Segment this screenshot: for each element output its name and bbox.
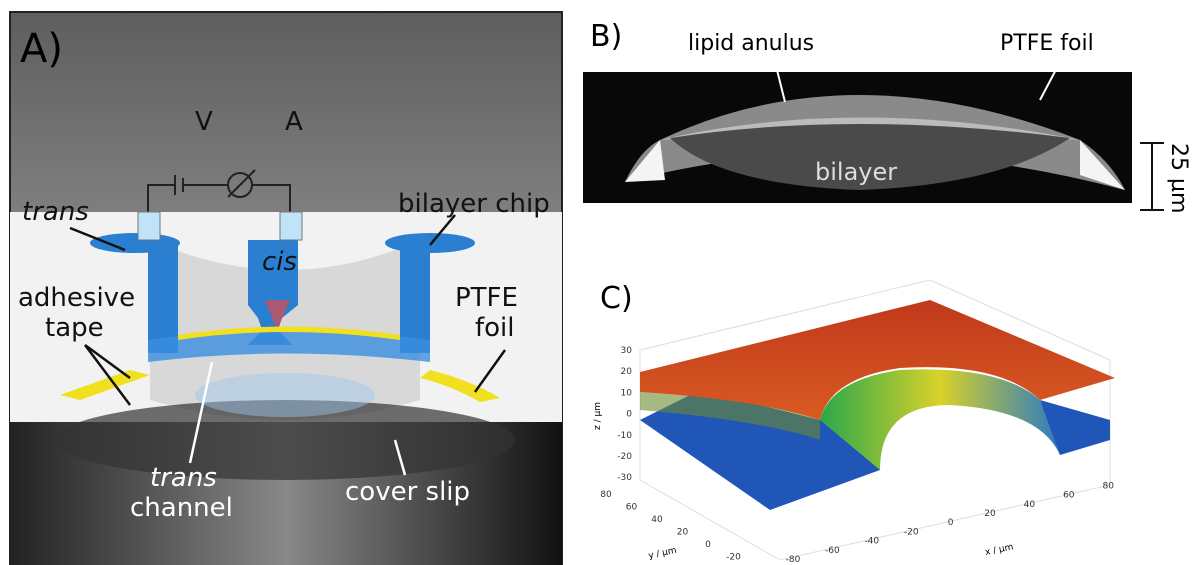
x-axis-label: x / µm	[984, 542, 1014, 558]
z-tick-label: -20	[617, 452, 632, 462]
panel-label: B)	[590, 19, 622, 54]
lower-plane	[1040, 400, 1110, 455]
x-tick-label: -20	[904, 527, 919, 537]
x-tick-label: 20	[984, 509, 996, 519]
current-label: A	[285, 107, 303, 137]
x-tick-label: -40	[864, 537, 879, 547]
voltage-label: V	[195, 107, 213, 137]
z-axis-label: z / µm	[593, 402, 603, 430]
adhesive-tape-label: tape	[45, 313, 104, 343]
ptfe-foil-label: PTFE foil	[1000, 31, 1094, 56]
bilayer-label: bilayer	[815, 158, 897, 186]
z-tick-label: -10	[617, 431, 632, 441]
electrode-well	[138, 212, 160, 240]
panel-c: C) z / µm y / µm x / µm 30 20 10 0 -10 -20 -30…	[593, 280, 1115, 565]
ptfe-foil-label: foil	[475, 313, 515, 343]
trans-channel	[148, 243, 178, 353]
figure: A) V A trans bilayer chip cis adhesive t…	[0, 0, 1198, 565]
bilayer-chip-label: bilayer chip	[398, 189, 550, 219]
y-tick-label: -20	[726, 553, 741, 563]
z-tick-label: 0	[626, 410, 632, 420]
scale-label: 25 µm	[1166, 143, 1191, 213]
x-tick-label: -60	[825, 546, 840, 556]
x-tick-label: 40	[1024, 500, 1036, 510]
y-axis-label: y / µm	[648, 546, 678, 562]
z-tick-label: 10	[621, 388, 633, 398]
trans-channel-label: trans	[150, 463, 217, 493]
lipid-anulus-label: lipid anulus	[688, 31, 814, 56]
trans-label: trans	[22, 197, 89, 227]
panel-a: A) V A trans bilayer chip cis adhesive t…	[10, 12, 562, 565]
trans-channel-label: channel	[130, 493, 233, 523]
z-tick-label: 30	[621, 346, 633, 356]
y-tick-label: 80	[600, 490, 612, 500]
z-tick-label: -30	[617, 473, 632, 483]
cover-slip-lens	[195, 373, 375, 417]
y-tick-label: 60	[626, 503, 638, 513]
cis-label: cis	[262, 247, 297, 277]
z-tick-label: 20	[621, 367, 633, 377]
cover-slip-label: cover slip	[345, 477, 470, 507]
x-tick-label: 80	[1102, 481, 1114, 491]
y-tick-label: 20	[677, 528, 689, 538]
panel-label: A)	[20, 26, 63, 72]
electrode-well	[280, 212, 302, 240]
y-tick-label: 0	[705, 540, 711, 550]
panel-b: B) lipid anulus PTFE foil bilayer 25 µm	[583, 19, 1191, 213]
ptfe-foil-label: PTFE	[455, 283, 518, 313]
trans-channel	[400, 243, 430, 353]
page: A) V A trans bilayer chip cis adhesive t…	[0, 0, 1198, 565]
adhesive-tape-label: adhesive	[18, 283, 135, 313]
y-tick-label: 40	[651, 515, 663, 525]
x-tick-label: -80	[786, 555, 801, 565]
scale-bar	[1140, 143, 1164, 210]
panel-label: C)	[600, 281, 633, 316]
x-tick-label: 0	[948, 518, 954, 528]
x-tick-label: 60	[1063, 491, 1075, 501]
